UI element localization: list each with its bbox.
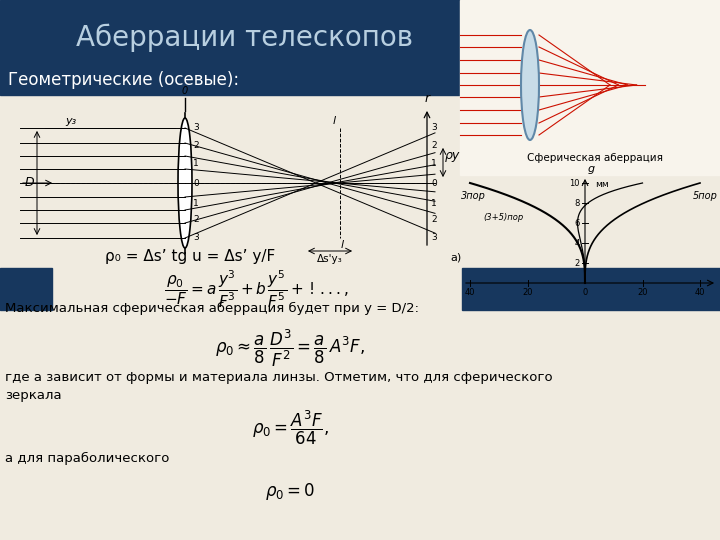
Text: 3: 3 xyxy=(431,124,437,132)
Bar xyxy=(0,268,52,310)
Text: g: g xyxy=(588,164,595,174)
Text: 2: 2 xyxy=(431,215,436,225)
Text: Δs'y₃: Δs'y₃ xyxy=(317,254,343,264)
Text: $\rho_0 = 0$: $\rho_0 = 0$ xyxy=(265,482,315,503)
Text: где a зависит от формы и материала линзы. Отметим, что для сферического: где a зависит от формы и материала линзы… xyxy=(5,372,553,384)
Text: а для параболического: а для параболического xyxy=(5,451,169,464)
Text: $\rho_0 = \dfrac{A^3 F}{64},$: $\rho_0 = \dfrac{A^3 F}{64},$ xyxy=(251,409,328,447)
Text: 0: 0 xyxy=(431,179,437,187)
Text: 1: 1 xyxy=(193,159,199,167)
Text: 8: 8 xyxy=(575,199,580,207)
Text: 40: 40 xyxy=(695,288,706,297)
Text: 3пор: 3пор xyxy=(461,191,485,201)
Text: (3+5)пор: (3+5)пор xyxy=(483,213,523,222)
Text: Сферическая аберрация: Сферическая аберрация xyxy=(527,153,663,163)
Text: 3: 3 xyxy=(193,124,199,132)
Text: 2: 2 xyxy=(193,141,199,151)
Text: ρ₀ = Δs’ tg u = Δs’ y/F: ρ₀ = Δs’ tg u = Δs’ y/F xyxy=(105,249,275,265)
Text: 0: 0 xyxy=(582,288,588,297)
Text: r: r xyxy=(424,92,430,105)
Text: зеркала: зеркала xyxy=(5,389,62,402)
Ellipse shape xyxy=(521,30,539,140)
Text: мм: мм xyxy=(595,180,608,189)
Text: 1: 1 xyxy=(431,199,437,207)
Text: 20: 20 xyxy=(637,288,648,297)
Text: 3: 3 xyxy=(193,233,199,242)
Bar xyxy=(0,65,460,95)
Text: Максимальная сферическая аберрация будет при y = D/2:: Максимальная сферическая аберрация будет… xyxy=(5,301,419,314)
Text: y₃: y₃ xyxy=(65,116,76,126)
Text: 2: 2 xyxy=(575,259,580,267)
Text: 10: 10 xyxy=(570,179,580,187)
Text: ρy: ρy xyxy=(445,148,460,161)
Text: l: l xyxy=(341,240,343,250)
Bar xyxy=(465,178,715,293)
Text: 2: 2 xyxy=(193,215,199,225)
Text: 1: 1 xyxy=(193,199,199,207)
Text: 3: 3 xyxy=(431,233,437,242)
Bar xyxy=(0,95,460,270)
Text: l: l xyxy=(333,116,336,126)
Text: 6: 6 xyxy=(575,219,580,227)
Bar xyxy=(0,0,720,65)
Text: $\rho_0 \approx \dfrac{a}{8}\,\dfrac{D^3}{F^2} = \dfrac{a}{8}\,A^3 F,$: $\rho_0 \approx \dfrac{a}{8}\,\dfrac{D^3… xyxy=(215,327,365,369)
Bar xyxy=(460,0,720,175)
Bar xyxy=(462,268,720,310)
Text: 5пор: 5пор xyxy=(693,191,717,201)
Text: $\dfrac{\rho_0}{-F} = a\,\dfrac{y^3}{F^3} + b\,\dfrac{y^5}{F^5} + \,!\,...,$: $\dfrac{\rho_0}{-F} = a\,\dfrac{y^3}{F^3… xyxy=(163,268,348,309)
Text: а): а) xyxy=(450,253,462,263)
Text: 40: 40 xyxy=(464,288,475,297)
Text: 1: 1 xyxy=(431,159,437,167)
Text: Аберрации телескопов: Аберрации телескопов xyxy=(76,24,413,52)
Ellipse shape xyxy=(178,118,192,248)
Text: 4: 4 xyxy=(575,239,580,247)
Text: 2: 2 xyxy=(431,141,436,151)
Text: 0: 0 xyxy=(193,179,199,187)
Text: 0: 0 xyxy=(182,86,188,96)
Text: Геометрические (осевые):: Геометрические (осевые): xyxy=(8,71,239,89)
Text: 20: 20 xyxy=(522,288,533,297)
Text: D: D xyxy=(24,177,34,190)
